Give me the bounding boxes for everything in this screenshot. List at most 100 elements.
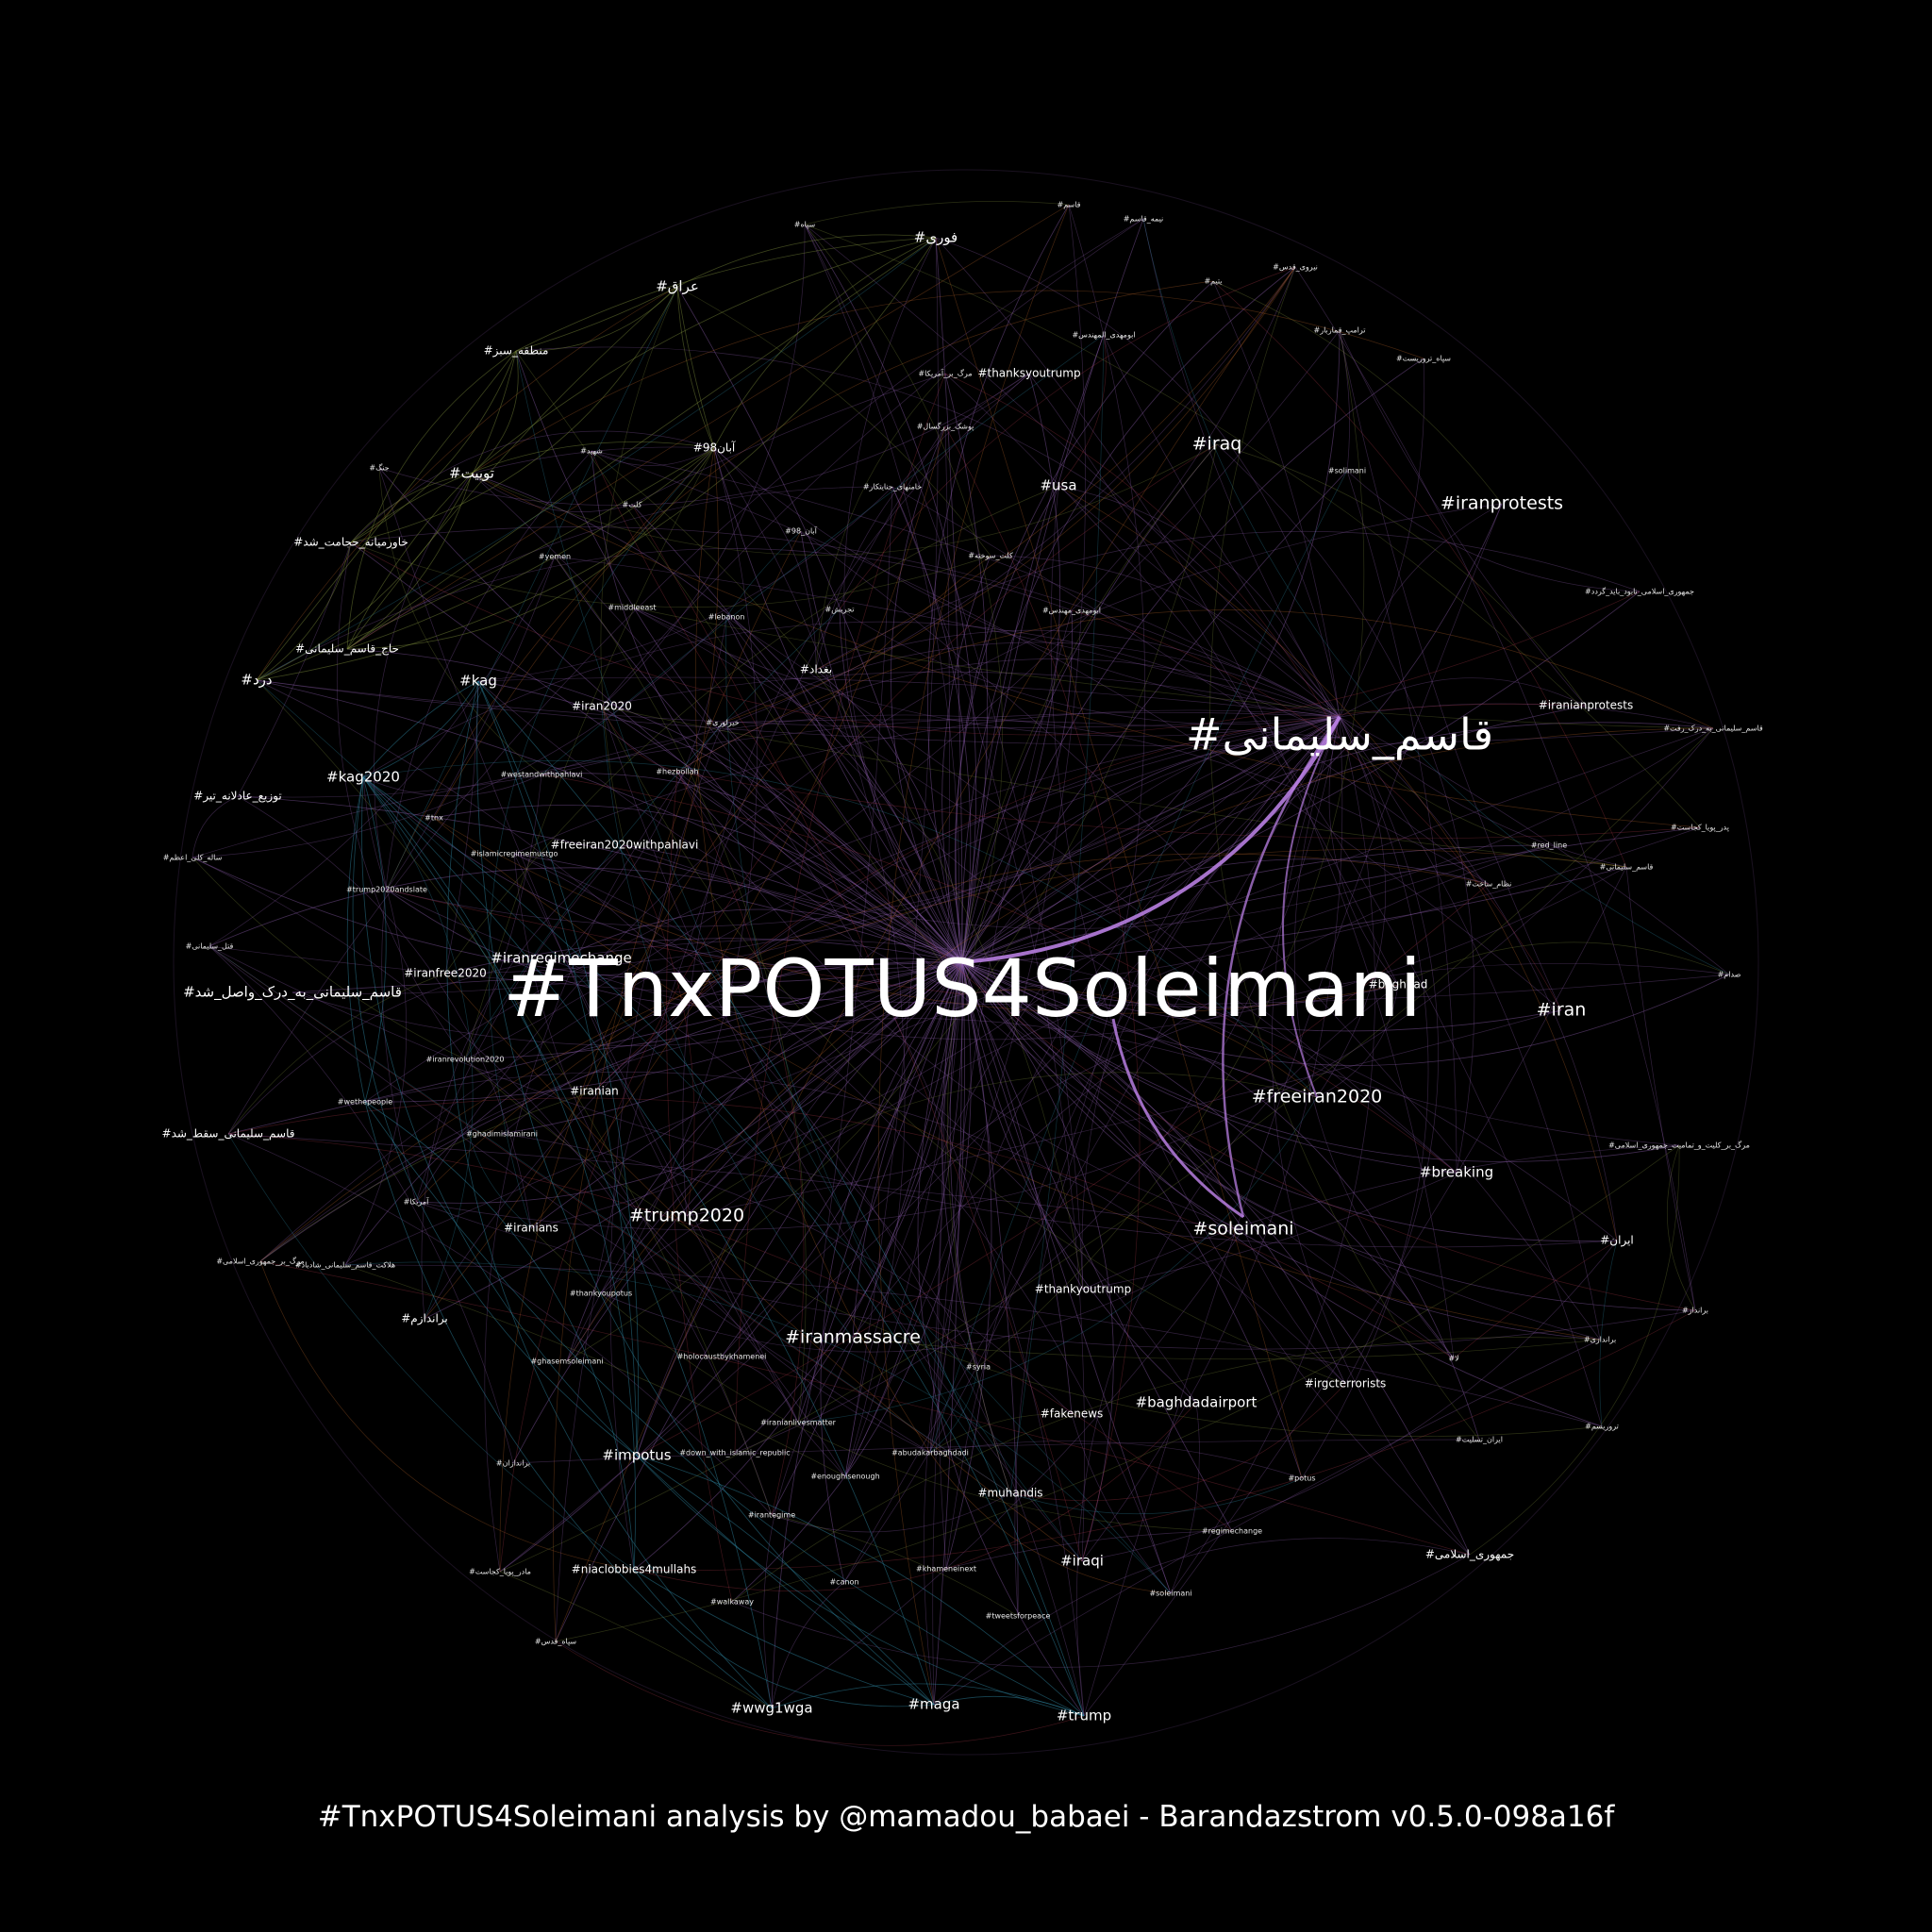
node-label-iran[interactable]: #iran: [1537, 1000, 1587, 1021]
node-label-tweetsforpeace[interactable]: #tweetsforpeace: [986, 1612, 1051, 1621]
node-label-potus[interactable]: #potus: [1288, 1474, 1315, 1483]
node-label-trump-ghomarbaz[interactable]: #ترامپ_قماربار: [1314, 326, 1366, 335]
node-label-iranprotests[interactable]: #iranprotests: [1441, 493, 1563, 514]
node-label-barandazam[interactable]: #براندازم: [401, 1312, 448, 1326]
node-label-ghasemsoleimani[interactable]: #ghasemsoleimani: [530, 1357, 603, 1366]
node-label-regimechange[interactable]: #regimechange: [1202, 1527, 1262, 1536]
node-label-red-line[interactable]: #red_line: [1531, 841, 1567, 850]
node-label-marg-bar-amrika[interactable]: #مرگ_بر_آمریکا: [918, 369, 972, 378]
node-label-ghasem-soleimani2[interactable]: #قاسم_سلیمانی: [1600, 863, 1654, 872]
node-label-eragh[interactable]: #عراق: [656, 278, 699, 295]
node-label-islamicregimemustgo[interactable]: #islamicregimemustgo: [471, 850, 558, 858]
node-label-thanksyoutrump[interactable]: #thanksyoutrump: [977, 367, 1080, 380]
node-label-fori[interactable]: #فوری: [914, 229, 958, 246]
node-label-marg-bar-kolliat[interactable]: #مرگ_بر_کلیت_و_تمامیت_جمهوری_اسلامی: [1608, 1141, 1750, 1150]
node-label-pedar-pouya[interactable]: #پدر_پویا_کجاست: [1671, 824, 1729, 832]
node-label-impotus[interactable]: #impotus: [602, 1447, 671, 1464]
node-label-irantegime[interactable]: #irantegime: [748, 1511, 795, 1520]
node-label-trump[interactable]: #trump: [1057, 1707, 1111, 1724]
node-label-haj-ghasem[interactable]: #حاج_قاسم_سلیمانی: [295, 642, 399, 656]
node-label-madar-pouya[interactable]: #مادر_پویا_کجاست: [469, 1568, 531, 1576]
node-label-nezam-sakht[interactable]: #نظام_ساخت: [1466, 880, 1512, 889]
node-label-la[interactable]: #لا: [1448, 1355, 1458, 1363]
node-label-jomhouri-eslami[interactable]: #جمهوری_اسلامی: [1425, 1548, 1514, 1562]
node-label-saddam[interactable]: #صدام: [1718, 971, 1741, 979]
node-label-iran-fa[interactable]: #ایران: [1600, 1234, 1634, 1248]
node-label-jang[interactable]: #جنگ: [369, 463, 389, 473]
node-label-ghasem-soleimani[interactable]: #قاسم_سلیمانی: [1186, 709, 1493, 760]
node-label-iranfree2020[interactable]: #iranfree2020: [404, 967, 486, 980]
node-label-nimeh-ghasem[interactable]: #نیمه_قاسم: [1124, 215, 1164, 224]
node-label-amrika[interactable]: #آمریکا: [404, 1197, 429, 1207]
node-label-niroo-ghods[interactable]: #نیروی_قدس: [1273, 263, 1318, 272]
node-label-iraq[interactable]: #iraq: [1192, 434, 1242, 455]
node-label-yemen[interactable]: #yemen: [539, 553, 571, 561]
node-label-ghasem-saght[interactable]: #قاسم_سلیمانی_سقط_شد: [162, 1127, 295, 1141]
node-label-iranians[interactable]: #iranians: [504, 1222, 558, 1235]
node-label-dard[interactable]: #درد: [241, 672, 272, 689]
node-label-iranianlivesmatter[interactable]: #iranianlivesmatter: [760, 1419, 837, 1427]
node-label-ghasem[interactable]: #قاسم: [1058, 201, 1081, 209]
node-label-abumahdi[interactable]: #ابومهدی_المهندس: [1072, 331, 1135, 340]
node-label-ghasem-be-dark-raft[interactable]: #قاسم_سلیمانی_به_درک_رفت: [1663, 724, 1763, 733]
node-label-wwg1wga[interactable]: #wwg1wga: [730, 1700, 812, 1717]
node-label-abumahdi2[interactable]: #ابومهدی_مهندس: [1042, 607, 1101, 615]
node-label-iranian[interactable]: #iranian: [570, 1085, 619, 1098]
node-label-khameneinext[interactable]: #khameneinext: [916, 1565, 976, 1574]
node-label-halakat[interactable]: #هلاکت_قاسم_سلیمانی_شادباد: [295, 1261, 395, 1270]
node-label-pooshak[interactable]: #پوشک_بزرگسال: [917, 422, 974, 431]
node-label-shahid[interactable]: #شهید: [580, 447, 603, 456]
node-label-soleimani[interactable]: #soleimani: [1192, 1219, 1293, 1240]
node-label-sepah[interactable]: #سپاه: [794, 221, 816, 229]
node-label-lebanon[interactable]: #lebanon: [708, 613, 745, 622]
node-label-enoughisenough[interactable]: #enoughisenough: [810, 1473, 879, 1481]
node-label-walkaway[interactable]: #walkaway: [710, 1598, 754, 1607]
node-label-abudakarbaghdadi[interactable]: #abudakarbaghdadi: [891, 1449, 969, 1457]
node-label-ghasem-dark[interactable]: #قاسم_سلیمانی_به_درک_واصل_شد: [183, 984, 402, 1002]
node-label-sepah-terrorist[interactable]: #سپاه_تروریست: [1396, 355, 1451, 363]
node-label-holocaustbykhamenei[interactable]: #holocaustbykhamenei: [677, 1353, 767, 1361]
node-label-usa[interactable]: #usa: [1040, 477, 1076, 494]
node-label-canon[interactable]: #canon: [829, 1578, 858, 1587]
node-label-barandazan[interactable]: #براندازان: [496, 1459, 530, 1468]
node-label-jomhouri-nabood[interactable]: #جمهوری_اسلامی_نابود_باید_گردد: [1585, 587, 1694, 596]
node-label-down-with-islamic-republic[interactable]: #down_with_islamic_republic: [679, 1449, 790, 1457]
node-label-tozie-adelane[interactable]: #توزیع_عادلانه_تیر: [193, 790, 281, 804]
node-label-marg-bar-jomhouri[interactable]: #مرگ_بر_جمهوری_اسلامی: [216, 1257, 304, 1266]
node-label-kag[interactable]: #kag: [459, 673, 497, 690]
node-label-barandaz[interactable]: #برانداز: [1682, 1307, 1708, 1315]
node-label-ghatl-soleimani[interactable]: #قتل_سلیمانی: [186, 942, 234, 951]
node-label-iraqi[interactable]: #iraqi: [1060, 1553, 1104, 1570]
node-label-trump2020andslate[interactable]: #trump2020andslate: [346, 886, 427, 894]
node-label-middleeast[interactable]: #middleeast: [608, 604, 656, 612]
node-label-khamooshi[interactable]: #خامنهای_جنایتکار: [863, 483, 922, 491]
node-label-westandwithpahlavi[interactable]: #westandwithpahlavi: [501, 771, 583, 779]
node-label-trump2020[interactable]: #trump2020: [629, 1206, 744, 1226]
node-label-terrorism[interactable]: #تروریسم: [1585, 1423, 1619, 1431]
node-label-sale-kalle[interactable]: #ساله_کلی_اعظم: [163, 854, 223, 862]
node-label-barandazi[interactable]: #براندازی: [1584, 1336, 1616, 1344]
node-label-soleimani-small[interactable]: #soleimani: [1149, 1590, 1191, 1598]
node-label-tnxpotus4soleimani[interactable]: #TnxPOTUS4Soleimani: [503, 942, 1422, 1035]
node-label-irgcterrorists[interactable]: #irgcterrorists: [1305, 1377, 1387, 1391]
node-label-fakenews[interactable]: #fakenews: [1041, 1407, 1104, 1421]
node-label-baghdad[interactable]: #baghdad: [1369, 978, 1428, 991]
node-label-kheyrloori[interactable]: #خیرلوری: [706, 719, 739, 727]
node-label-thankyoutrump[interactable]: #thankyoutrump: [1035, 1283, 1131, 1296]
node-label-thankyoupotus[interactable]: #thankyoupotus: [570, 1290, 632, 1298]
node-label-muhandis[interactable]: #muhandis: [977, 1487, 1042, 1500]
node-label-iranmassacre[interactable]: #iranmassacre: [785, 1327, 921, 1348]
node-label-breaking[interactable]: #breaking: [1420, 1164, 1493, 1181]
node-label-tweet[interactable]: #توییت: [449, 465, 494, 482]
node-label-mantaghe-sabz[interactable]: #منطقه_سبز: [484, 344, 549, 358]
node-label-kolelat-sookhte[interactable]: #کلت_سوخته: [968, 552, 1013, 560]
node-label-kolelat[interactable]: #کلت: [622, 501, 641, 509]
node-label-iran-tasliyat[interactable]: #ایران_تسلیت: [1456, 1436, 1503, 1444]
node-label-baghdad-fa[interactable]: #بغداد: [800, 663, 832, 676]
node-label-aban98b[interactable]: #آبان_98: [785, 526, 817, 536]
node-label-tnx[interactable]: #tnx: [425, 814, 443, 823]
node-label-iranrevolution2020[interactable]: #iranrevolution2020: [426, 1056, 505, 1064]
node-label-khavarmiane[interactable]: #خاورمیانه_حجامت_شد: [293, 536, 408, 550]
node-label-wethepeople[interactable]: #wethepeople: [338, 1098, 392, 1107]
node-label-solimani[interactable]: #solimani: [1328, 467, 1366, 475]
